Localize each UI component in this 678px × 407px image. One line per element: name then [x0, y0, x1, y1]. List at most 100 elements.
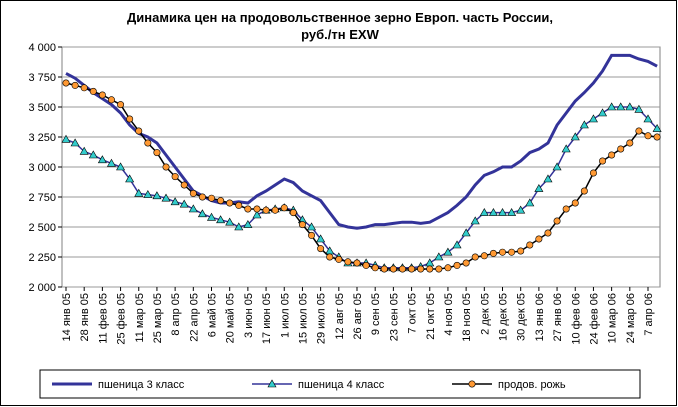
x-tick-label: 27 янв 06	[552, 293, 564, 341]
data-point	[488, 207, 498, 216]
data-point	[543, 174, 553, 183]
data-point	[417, 265, 425, 273]
y-tick-label: 3 250	[28, 132, 56, 144]
x-tick-label: 24 фев 06	[588, 293, 600, 345]
x-tick-label: 25 мар 05	[152, 293, 164, 343]
x-tick-label: 20 май 05	[225, 293, 237, 343]
data-point	[188, 204, 198, 213]
x-tick-label: 10 фев 06	[570, 293, 582, 345]
x-tick-label: 25 фев 05	[116, 293, 128, 345]
x-tick-label: 3 июн 05	[243, 293, 255, 338]
data-point	[89, 87, 97, 95]
data-point	[308, 231, 316, 239]
data-point	[589, 169, 597, 177]
data-point	[206, 212, 217, 221]
data-point	[470, 216, 480, 225]
data-point	[208, 194, 216, 202]
legend-marker	[468, 380, 476, 388]
x-tick-label: 4 ноя 05	[443, 293, 455, 336]
x-tick-label: 23 сен 05	[388, 293, 400, 341]
data-point	[117, 101, 125, 109]
x-tick-label: 21 окт 05	[425, 293, 437, 340]
x-tick-label: 11 фев 05	[97, 293, 109, 344]
data-point	[98, 91, 106, 99]
x-tick-label: 8 апр 05	[170, 293, 182, 336]
data-point	[106, 158, 116, 167]
y-tick-label: 2 250	[28, 252, 56, 264]
x-tick-label: 17 июн 05	[261, 293, 273, 344]
series	[65, 53, 658, 230]
data-point	[180, 181, 188, 189]
data-point	[134, 188, 144, 197]
data-point	[79, 146, 89, 155]
data-point	[588, 114, 598, 123]
series	[62, 79, 661, 273]
data-point	[570, 132, 580, 141]
chart-title: Динамика цен на продовольственное зерно …	[127, 10, 553, 25]
data-point	[97, 155, 107, 164]
data-point	[507, 207, 517, 216]
data-point	[235, 201, 243, 209]
y-tick-label: 3 500	[28, 102, 56, 114]
x-tick-label: 15 июл 05	[297, 293, 309, 344]
data-point	[571, 199, 579, 207]
x-tick-label: 30 дек 05	[516, 293, 528, 341]
data-point	[579, 120, 589, 129]
data-point	[280, 204, 288, 212]
data-point	[153, 149, 161, 157]
data-point	[380, 265, 388, 273]
data-point	[353, 259, 361, 267]
data-point	[617, 145, 625, 153]
data-point	[144, 139, 152, 147]
data-point	[243, 219, 253, 228]
data-point	[271, 206, 279, 214]
y-tick-label: 2 750	[28, 192, 56, 204]
data-point	[434, 252, 444, 261]
data-point	[643, 114, 653, 123]
x-tick-label: 7 окт 05	[407, 293, 419, 334]
data-point	[135, 127, 143, 135]
data-point	[126, 115, 134, 123]
data-point	[80, 84, 88, 92]
x-tick-label: 24 мар 06	[625, 293, 637, 343]
data-point	[489, 249, 497, 257]
series-line	[65, 53, 658, 230]
data-point	[479, 207, 489, 216]
data-point	[197, 209, 207, 218]
y-tick-label: 3 750	[28, 72, 56, 84]
data-point	[234, 222, 244, 231]
data-point	[143, 189, 153, 198]
x-tick-label: 2 дек 05	[479, 293, 491, 335]
data-point	[317, 245, 325, 253]
data-point	[61, 134, 71, 143]
data-point	[389, 265, 397, 273]
data-point	[598, 108, 608, 117]
data-point	[498, 248, 506, 256]
data-point	[170, 197, 180, 206]
data-point	[253, 205, 261, 213]
data-point	[244, 205, 252, 213]
data-point	[362, 261, 370, 269]
data-point	[544, 229, 552, 237]
y-tick-label: 4 000	[28, 42, 56, 54]
x-tick-label: 28 янв 05	[79, 293, 91, 341]
data-point	[344, 258, 352, 266]
data-point	[371, 264, 379, 272]
x-tick-label: 22 апр 05	[188, 293, 200, 342]
data-point	[552, 162, 562, 171]
data-point	[471, 253, 479, 261]
x-tick-label: 10 мар 06	[607, 293, 619, 343]
legend-marker	[267, 379, 277, 388]
data-point	[398, 265, 406, 273]
data-point	[644, 132, 652, 140]
x-tick-label: 12 авг 05	[334, 293, 346, 340]
data-point	[71, 81, 79, 89]
data-point	[88, 150, 98, 159]
chart-title: руб./тн EXW	[301, 27, 379, 42]
data-point	[599, 157, 607, 165]
data-point	[652, 123, 662, 132]
data-point	[526, 241, 534, 249]
data-point	[453, 261, 461, 269]
x-tick-label: 9 сен 05	[370, 293, 382, 335]
